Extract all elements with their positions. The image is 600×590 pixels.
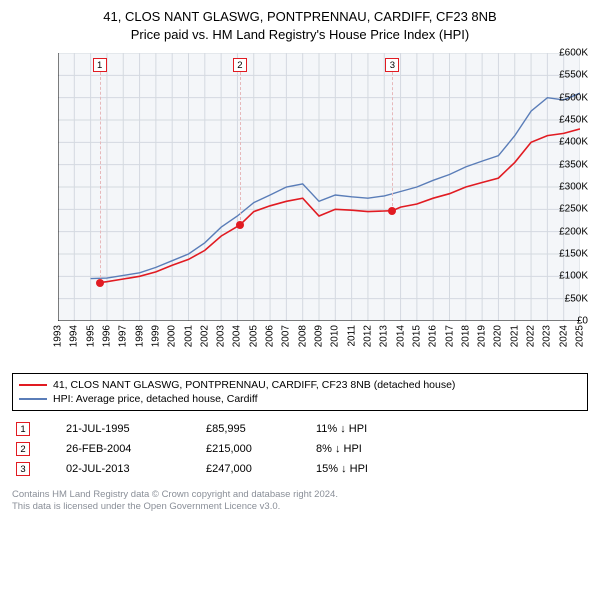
legend-item: HPI: Average price, detached house, Card… — [19, 392, 581, 406]
x-tick-label: 1995 — [85, 325, 96, 347]
x-tick-label: 2017 — [444, 325, 455, 347]
x-tick-label: 2010 — [330, 325, 341, 347]
x-tick-label: 2020 — [493, 325, 504, 347]
y-tick-label: £300K — [546, 182, 588, 193]
x-tick-label: 2019 — [477, 325, 488, 347]
y-tick-label: £450K — [546, 115, 588, 126]
transaction-row-marker: 3 — [16, 462, 30, 476]
x-tick-label: 2018 — [460, 325, 471, 347]
transaction-price: £247,000 — [206, 463, 316, 475]
y-tick-label: £550K — [546, 70, 588, 81]
x-tick-label: 2015 — [411, 325, 422, 347]
transaction-marker-line — [240, 72, 241, 225]
transaction-marker-box: 2 — [233, 58, 247, 72]
transaction-marker-line — [100, 72, 101, 283]
x-tick-label: 2007 — [281, 325, 292, 347]
x-tick-label: 2022 — [526, 325, 537, 347]
x-tick-label: 1993 — [53, 325, 64, 347]
plot-area — [58, 53, 580, 321]
transaction-row-marker: 1 — [16, 422, 30, 436]
legend: 41, CLOS NANT GLASWG, PONTPRENNAU, CARDI… — [12, 373, 588, 411]
y-tick-label: £100K — [546, 271, 588, 282]
x-tick-label: 2004 — [232, 325, 243, 347]
x-tick-label: 2021 — [509, 325, 520, 347]
transaction-row: 1 21-JUL-1995£85,99511% ↓ HPI — [12, 419, 588, 439]
title-line-2: Price paid vs. HM Land Registry's House … — [12, 26, 588, 44]
x-tick-label: 2023 — [542, 325, 553, 347]
x-tick-label: 2016 — [428, 325, 439, 347]
y-tick-label: £500K — [546, 92, 588, 103]
transaction-price: £215,000 — [206, 443, 316, 455]
transaction-row: 3 02-JUL-2013£247,00015% ↓ HPI — [12, 459, 588, 479]
y-tick-label: £250K — [546, 204, 588, 215]
transaction-hpi-diff: 15% ↓ HPI — [316, 463, 426, 475]
x-tick-label: 2003 — [216, 325, 227, 347]
series-property — [100, 129, 580, 283]
y-tick-label: £200K — [546, 226, 588, 237]
transaction-hpi-diff: 8% ↓ HPI — [316, 443, 426, 455]
y-tick-label: £150K — [546, 249, 588, 260]
transaction-price: £85,995 — [206, 423, 316, 435]
transaction-date: 21-JUL-1995 — [66, 423, 206, 435]
y-tick-label: £350K — [546, 159, 588, 170]
attribution-footer: Contains HM Land Registry data © Crown c… — [12, 489, 588, 514]
x-tick-label: 2009 — [314, 325, 325, 347]
transaction-hpi-diff: 11% ↓ HPI — [316, 423, 426, 435]
x-tick-label: 1998 — [134, 325, 145, 347]
x-tick-label: 1997 — [118, 325, 129, 347]
x-tick-label: 2011 — [346, 325, 357, 347]
transaction-marker-line — [392, 72, 393, 211]
x-tick-label: 2000 — [167, 325, 178, 347]
y-tick-label: £50K — [546, 293, 588, 304]
x-tick-label: 2014 — [395, 325, 406, 347]
transaction-date: 02-JUL-2013 — [66, 463, 206, 475]
legend-item: 41, CLOS NANT GLASWG, PONTPRENNAU, CARDI… — [19, 378, 581, 392]
transaction-data-point — [388, 207, 396, 215]
y-tick-label: £600K — [546, 48, 588, 59]
transaction-data-point — [236, 221, 244, 229]
x-tick-label: 2006 — [265, 325, 276, 347]
transactions-table: 1 21-JUL-1995£85,99511% ↓ HPI 2 26-FEB-2004… — [12, 419, 588, 479]
x-tick-label: 1994 — [69, 325, 80, 347]
x-tick-label: 1999 — [150, 325, 161, 347]
x-tick-label: 1996 — [101, 325, 112, 347]
transaction-row-marker: 2 — [16, 442, 30, 456]
legend-swatch — [19, 398, 47, 400]
x-tick-label: 2024 — [558, 325, 569, 347]
chart-title: 41, CLOS NANT GLASWG, PONTPRENNAU, CARDI… — [12, 8, 588, 43]
y-tick-label: £400K — [546, 137, 588, 148]
x-tick-label: 2008 — [297, 325, 308, 347]
x-tick-label: 2002 — [199, 325, 210, 347]
x-tick-label: 2025 — [575, 325, 586, 347]
x-tick-label: 2013 — [379, 325, 390, 347]
transaction-marker-box: 3 — [385, 58, 399, 72]
transaction-marker-box: 1 — [93, 58, 107, 72]
footer-line-1: Contains HM Land Registry data © Crown c… — [12, 489, 588, 501]
x-tick-label: 2012 — [362, 325, 373, 347]
x-tick-label: 2001 — [183, 325, 194, 347]
transaction-data-point — [96, 279, 104, 287]
legend-label: HPI: Average price, detached house, Card… — [53, 393, 258, 405]
transaction-row: 2 26-FEB-2004£215,0008% ↓ HPI — [12, 439, 588, 459]
line-chart: £0£50K£100K£150K£200K£250K£300K£350K£400… — [12, 49, 588, 369]
legend-swatch — [19, 384, 47, 386]
title-line-1: 41, CLOS NANT GLASWG, PONTPRENNAU, CARDI… — [12, 8, 588, 26]
footer-line-2: This data is licensed under the Open Gov… — [12, 501, 588, 513]
transaction-date: 26-FEB-2004 — [66, 443, 206, 455]
legend-label: 41, CLOS NANT GLASWG, PONTPRENNAU, CARDI… — [53, 379, 455, 391]
x-tick-label: 2005 — [248, 325, 259, 347]
